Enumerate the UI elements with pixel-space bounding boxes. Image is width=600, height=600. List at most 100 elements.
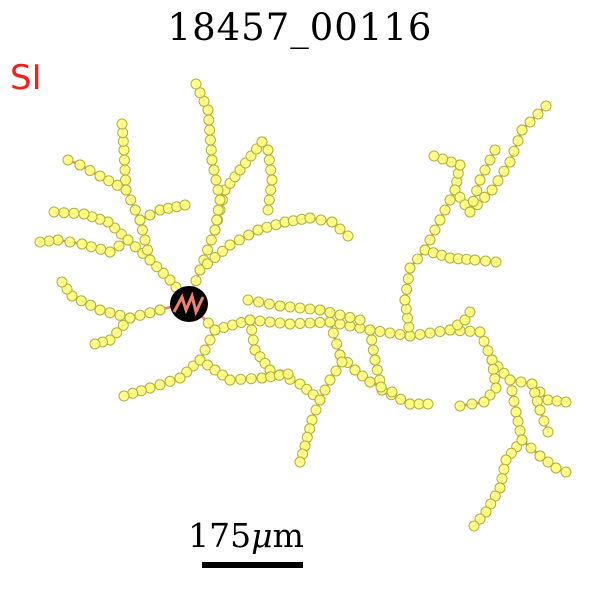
dendrite-node (331, 338, 343, 350)
dendrite-node (270, 219, 282, 231)
dendrite-node (202, 244, 213, 256)
dendrite-node (403, 321, 415, 333)
dendrite-node (512, 415, 524, 427)
dendrite-node (209, 324, 221, 336)
dendrite-branch (52, 210, 190, 304)
dendrite-node (104, 307, 116, 319)
dendrite-node (478, 335, 490, 347)
dendrite-node (560, 466, 572, 478)
dendrite-node (204, 124, 216, 136)
dendrite-node (247, 334, 259, 346)
dendrite-node (498, 463, 510, 475)
dendrite-node (504, 374, 516, 386)
dendrite-node (58, 207, 70, 219)
dendrite-node (452, 319, 463, 331)
scale-bar-label: 175μm (188, 516, 304, 555)
dendrite-node (209, 252, 221, 263)
dendrite-node (114, 309, 126, 321)
dendrite-node (490, 382, 502, 394)
dendrite-node (304, 212, 316, 224)
dendrite-node (122, 234, 134, 246)
dendrite-node (366, 334, 378, 346)
dendrite-node (492, 175, 504, 187)
dendrite-node (500, 454, 512, 466)
dendrite-node (129, 241, 141, 253)
dendrite-node (386, 386, 398, 398)
dendrite-node (94, 170, 106, 182)
dendrite-node (204, 134, 216, 146)
dendrite-node (254, 315, 266, 327)
dendrite-node (439, 204, 451, 216)
dendrite-node (139, 234, 151, 246)
dendrite-node (119, 164, 131, 176)
dendrite-node (494, 482, 506, 494)
dendrite-node (424, 327, 436, 339)
dendrite-node (412, 253, 423, 265)
dendrite-node (474, 513, 486, 525)
dendrite-node (468, 520, 480, 532)
dendrite-node (205, 234, 217, 246)
dendrite-node (217, 369, 228, 381)
dendrite-node (464, 325, 476, 337)
dendrite-node (542, 394, 554, 406)
dendrite-node (119, 154, 130, 166)
dendrite-node (265, 164, 277, 176)
dendrite-node (94, 304, 106, 316)
dendrite-node (504, 156, 516, 168)
dendrite-node (212, 204, 224, 216)
dendrite-node (111, 179, 123, 191)
dendrite-node (402, 312, 413, 324)
dendrite-node (263, 154, 275, 166)
dendrite-node (104, 246, 116, 258)
dendrite-node (137, 224, 148, 236)
dendrite-node (235, 373, 247, 385)
dendrite-node (75, 295, 87, 307)
dendrite-node (294, 456, 306, 468)
dendrite-node (342, 230, 354, 242)
dendrite-node (516, 124, 528, 136)
dendrite-node (261, 221, 273, 233)
dendrite-node (334, 223, 346, 235)
dendrite-node (134, 309, 146, 321)
dendrite-node (538, 415, 550, 427)
dendrite-node (266, 174, 278, 186)
dendrite-node (210, 174, 222, 186)
dendrite-node (479, 164, 491, 176)
dendrite-node (478, 396, 490, 408)
dendrite-node (480, 255, 491, 267)
dendrite-node (414, 329, 426, 340)
dendrite-node (129, 204, 141, 216)
dendrite-node (357, 370, 368, 382)
dendrite-node (336, 356, 348, 368)
dendrite-node (117, 319, 129, 331)
dendrite-node (274, 300, 286, 312)
dendrite-node (551, 395, 563, 407)
dendrite-node (395, 393, 407, 405)
dendrite-node (467, 195, 479, 207)
dendrite-node (330, 365, 342, 377)
dendrite-node (208, 164, 220, 176)
dendrite-node (542, 456, 554, 468)
dendrite-node (95, 243, 107, 255)
dendrite-node (154, 304, 166, 316)
dendrite-node (324, 316, 336, 328)
dendrite-node (85, 299, 97, 311)
dendrite-node (394, 329, 406, 340)
dendrite-node (224, 239, 236, 251)
dendrite-node (464, 206, 476, 218)
dendrite-node (486, 184, 498, 196)
dendrite-node (202, 258, 213, 270)
dendrite-node (364, 376, 376, 388)
dendrite-node (284, 318, 296, 330)
dendrite-node (124, 312, 136, 324)
dendrite-node (263, 194, 275, 206)
soma (170, 286, 208, 322)
dendrite-node (354, 314, 366, 326)
dendrite-nodes (34, 78, 572, 532)
dendrite-node (490, 256, 502, 268)
dendrite-node (304, 303, 316, 315)
dendrite-node (68, 207, 80, 219)
dendrite-node (464, 306, 476, 318)
dendrite-node (459, 314, 471, 326)
